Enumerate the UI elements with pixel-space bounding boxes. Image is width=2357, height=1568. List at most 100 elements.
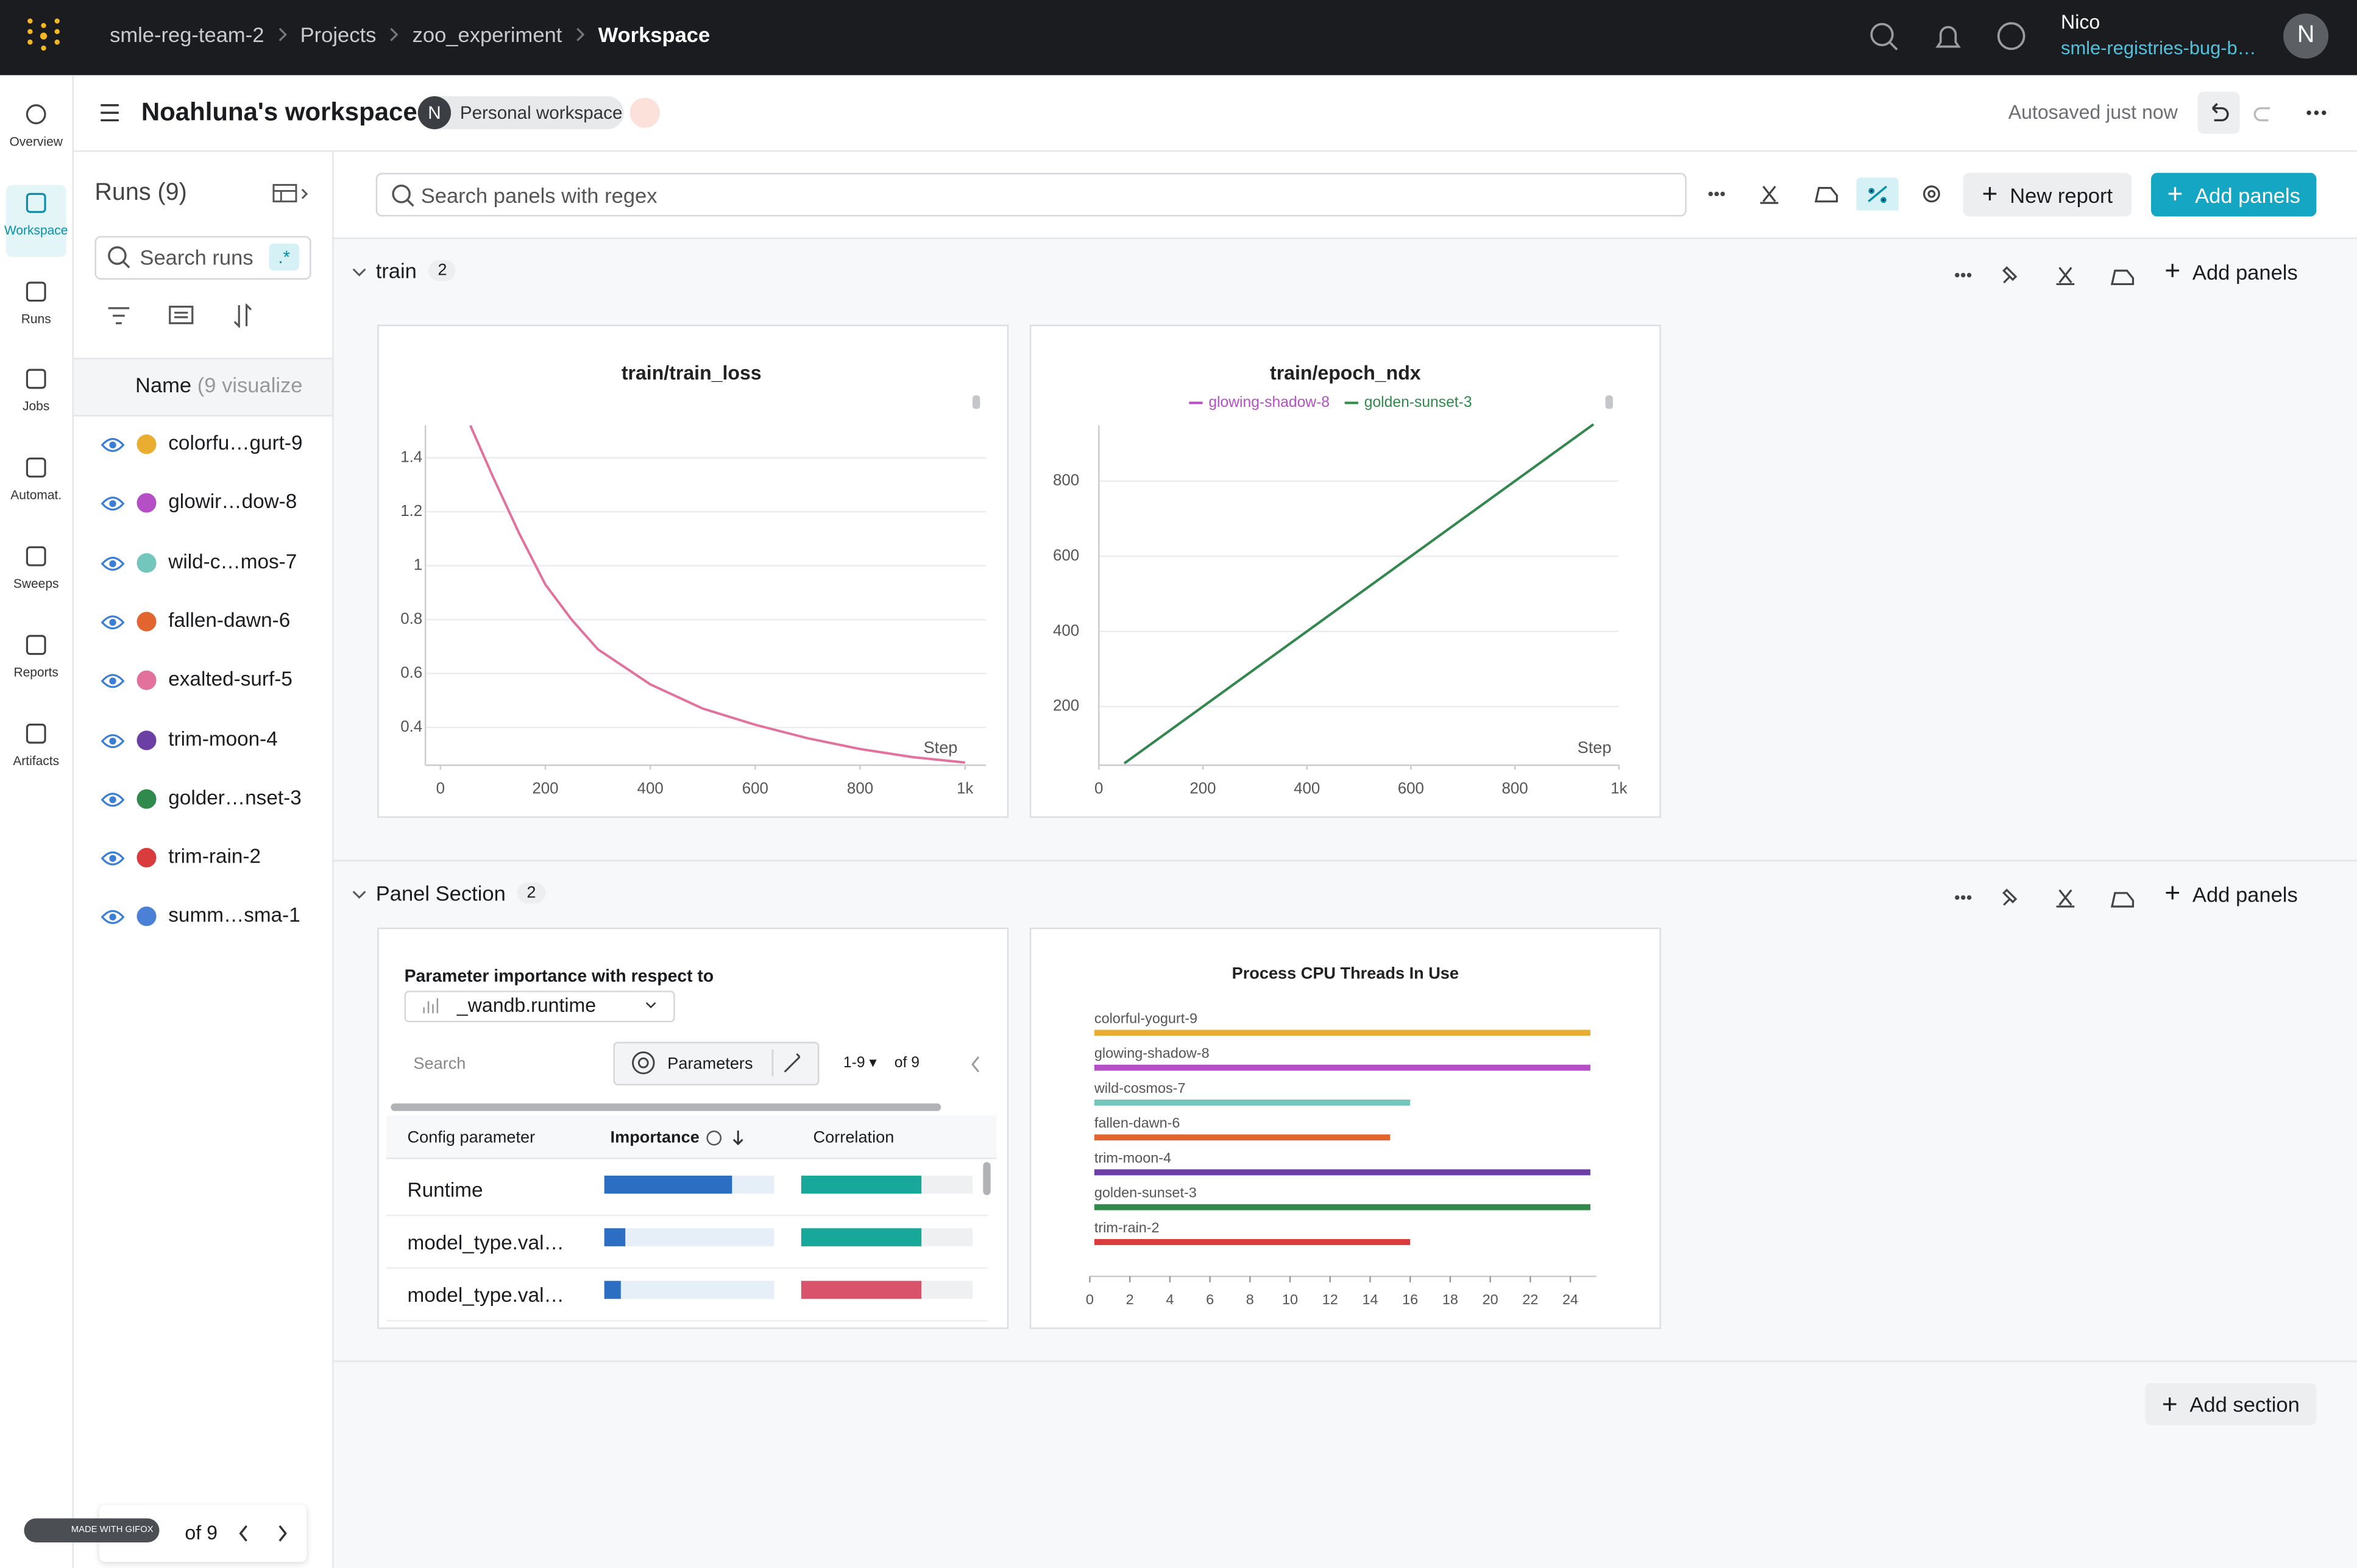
category-label: trim-rain-2 — [1094, 1220, 1160, 1235]
y-tick-label: 0.4 — [400, 718, 422, 735]
row-divider — [386, 1215, 988, 1217]
nav-icon[interactable] — [24, 191, 48, 214]
logo[interactable] — [24, 16, 63, 55]
run-name[interactable]: fallen-dawn-6 — [168, 609, 291, 632]
panel-search[interactable] — [375, 172, 1687, 217]
nav-icon-shape — [26, 369, 46, 390]
visibility-toggle[interactable] — [101, 673, 125, 691]
run-name[interactable]: colorfu…gurt-9 — [168, 431, 303, 454]
run-tools[interactable] — [107, 303, 272, 328]
sort-icons[interactable] — [705, 1129, 750, 1147]
y-tick-label: 1.4 — [400, 448, 422, 465]
breadcrumb-item[interactable]: smle-reg-team-2 — [110, 23, 264, 47]
add-panels-button[interactable]: + Add panels — [2151, 172, 2317, 217]
visibility-toggle[interactable] — [101, 850, 125, 868]
visibility-toggle[interactable] — [101, 909, 125, 927]
add-section-button[interactable]: + Add section — [2145, 1383, 2317, 1425]
column-header: Config parameter — [407, 1129, 536, 1147]
pi-title: Parameter importance with respect to — [404, 968, 714, 986]
section-add-label: Add panels — [2192, 259, 2298, 284]
bar — [1094, 1100, 1411, 1106]
visibility-toggle[interactable] — [101, 613, 125, 632]
pi-search: Search — [413, 1055, 466, 1074]
nav-icon[interactable] — [24, 279, 48, 303]
nav-icon[interactable] — [24, 544, 48, 568]
run-name[interactable]: summ…sma-1 — [168, 904, 300, 927]
section-add-panels[interactable]: + Add panels — [2164, 878, 2298, 909]
undo-button[interactable] — [2197, 91, 2240, 134]
y-tick-label: 1.2 — [400, 503, 422, 520]
nav-label[interactable]: Automat. — [10, 487, 62, 503]
pager-prev[interactable] — [969, 1055, 982, 1073]
menu-icon[interactable] — [99, 102, 121, 124]
nav-icon[interactable] — [24, 456, 48, 479]
run-name[interactable]: golder…nset-3 — [168, 786, 302, 809]
breadcrumb-item[interactable]: zoo_experiment — [412, 23, 562, 47]
x-tick-label: 200 — [1189, 780, 1216, 797]
visibility-toggle[interactable] — [101, 791, 125, 809]
table-toggle[interactable] — [272, 183, 311, 205]
importance-bar — [604, 1280, 622, 1299]
toolbar-icons[interactable] — [1706, 177, 1947, 211]
dot — [1966, 895, 1972, 900]
nav-label[interactable]: Reports — [13, 664, 58, 679]
breadcrumb-item[interactable]: Projects — [300, 23, 377, 47]
vertical-scrollbar[interactable] — [983, 1162, 991, 1195]
dot — [1955, 272, 1960, 278]
run-name[interactable]: glowir…dow-8 — [168, 490, 297, 514]
row-divider — [386, 1267, 988, 1269]
nav-label[interactable]: Artifacts — [13, 752, 60, 768]
status-icon[interactable] — [629, 97, 660, 128]
y-tick-label: 400 — [1053, 622, 1079, 639]
run-name[interactable]: wild-c…mos-7 — [168, 549, 297, 573]
nav-label[interactable]: Jobs — [23, 398, 50, 414]
run-color — [136, 612, 157, 632]
section-header: train 2 — [376, 258, 456, 283]
scrollbar[interactable] — [391, 1103, 941, 1111]
run-color — [136, 730, 157, 750]
visibility-toggle[interactable] — [101, 436, 125, 454]
visibility-toggle[interactable] — [101, 495, 125, 514]
metric-select[interactable] — [404, 991, 675, 1023]
undo-redo-icons[interactable] — [2206, 101, 2327, 124]
nav-icon[interactable] — [24, 102, 48, 126]
nav-icon[interactable] — [24, 721, 48, 745]
panel — [377, 325, 1009, 818]
nav-label[interactable]: Overview — [9, 133, 63, 149]
bar — [1094, 1204, 1590, 1210]
correlation-bar — [801, 1175, 921, 1194]
x-tick-label: 1k — [1611, 780, 1627, 797]
regex-toggle[interactable]: .* — [269, 243, 299, 271]
chevron-path — [278, 27, 287, 41]
nav-label[interactable]: Runs — [21, 310, 51, 326]
nav-label[interactable]: Sweeps — [13, 576, 59, 591]
x-tick-label: 1k — [957, 780, 973, 797]
run-name[interactable]: exalted-surf-5 — [168, 668, 292, 691]
section-icons[interactable] — [1952, 261, 2148, 288]
visibility-toggle[interactable] — [101, 732, 125, 750]
new-report-button[interactable]: + New report — [1963, 172, 2132, 217]
collapse-toggle[interactable] — [352, 890, 367, 902]
avatar[interactable]: N — [2283, 13, 2329, 59]
section-divider — [333, 1360, 2357, 1362]
run-name[interactable]: trim-rain-2 — [168, 845, 261, 868]
collapse-toggle[interactable] — [352, 267, 367, 280]
org-name[interactable]: smle-registries-bug-b… — [2061, 37, 2256, 59]
section-add-panels[interactable]: + Add panels — [2164, 256, 2298, 288]
nav-label[interactable]: Workspace — [4, 222, 68, 238]
eye — [101, 438, 125, 452]
nav-icon[interactable] — [24, 367, 48, 391]
pupil — [109, 855, 116, 863]
top-icons[interactable] — [1867, 19, 2032, 55]
section-icons[interactable] — [1952, 884, 2148, 911]
bar — [1094, 1064, 1590, 1071]
breadcrumb-item[interactable]: Workspace — [598, 23, 711, 47]
runs-search[interactable] — [94, 236, 311, 280]
pupil — [109, 441, 116, 449]
nav-icon[interactable] — [24, 632, 48, 656]
visibility-toggle[interactable] — [101, 554, 125, 573]
pi-table: Config parameter Importance Correlation Run… — [379, 1115, 1004, 1324]
pager-arrows[interactable] — [239, 1523, 290, 1544]
y-tick-label: 0.8 — [400, 610, 422, 627]
run-name[interactable]: trim-moon-4 — [168, 727, 278, 750]
